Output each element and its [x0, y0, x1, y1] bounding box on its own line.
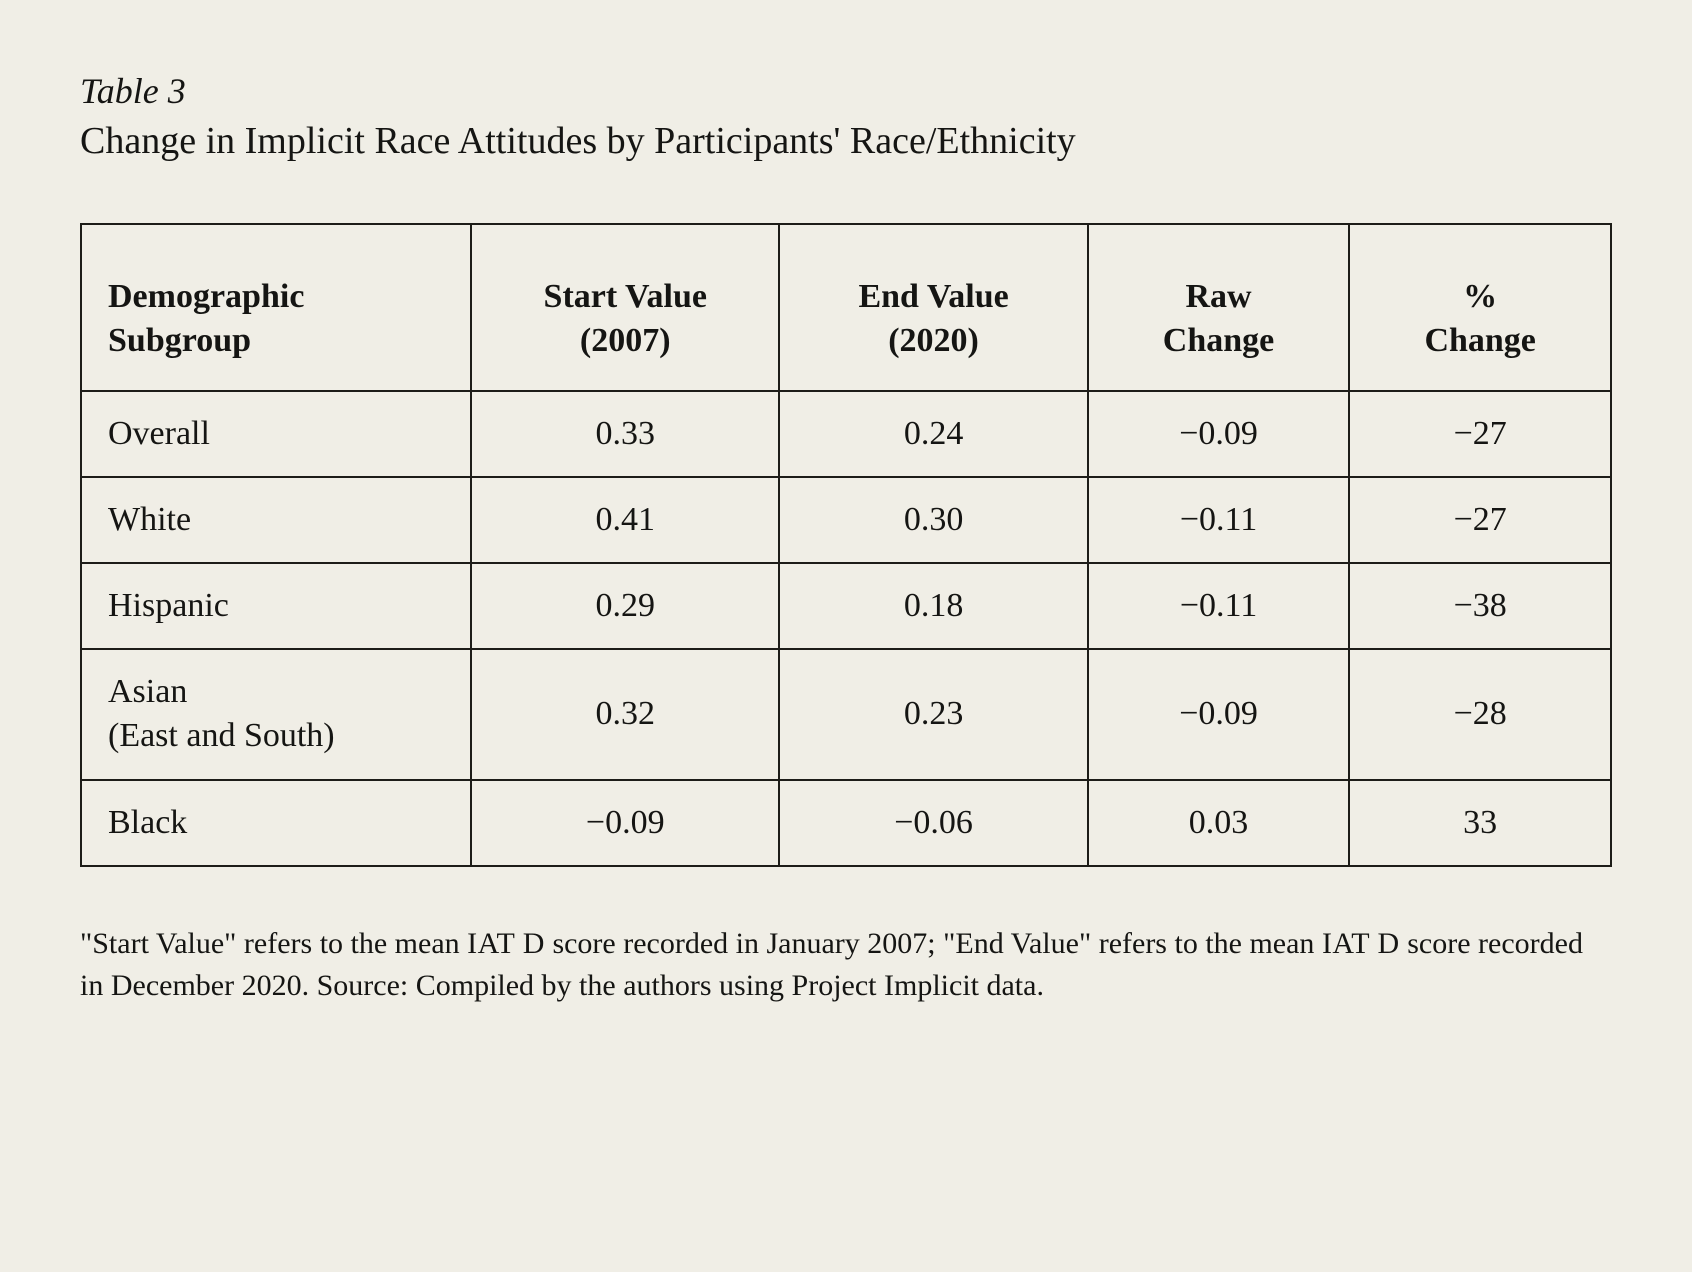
table-title: Change in Implicit Race Attitudes by Par… — [80, 116, 1612, 167]
table-footnote: "Start Value" refers to the mean IAT D s… — [80, 923, 1600, 1007]
data-table: Demographic Subgroup Start Value (2007) … — [80, 223, 1612, 867]
cell-start: 0.32 — [471, 649, 779, 779]
footnote-smallcaps: IAT D — [467, 927, 545, 960]
col-header-raw: Raw Change — [1088, 224, 1350, 390]
cell-end: 0.24 — [779, 391, 1087, 477]
col-header-text: (2020) — [888, 322, 979, 359]
cell-raw: −0.09 — [1088, 391, 1350, 477]
footnote-text: "Start Value" refers to the mean — [80, 927, 467, 960]
cell-text: Black — [108, 804, 187, 841]
table-row: Hispanic 0.290.18−0.11−38 — [81, 563, 1611, 649]
col-header-text: Subgroup — [108, 322, 251, 359]
cell-pct: −27 — [1349, 477, 1611, 563]
col-header-text: Demographic — [108, 278, 304, 315]
footnote-smallcaps: IAT D — [1322, 927, 1400, 960]
cell-text: (East and South) — [108, 717, 335, 754]
col-header-text: Change — [1424, 322, 1535, 359]
cell-subgroup: White — [81, 477, 471, 563]
footnote-text: score recorded in January 2007; "End Val… — [545, 927, 1322, 960]
cell-start: −0.09 — [471, 780, 779, 866]
page-container: Table 3 Change in Implicit Race Attitude… — [0, 0, 1692, 1067]
col-header-subgroup: Demographic Subgroup — [81, 224, 471, 390]
cell-text: Overall — [108, 415, 210, 452]
cell-raw: −0.09 — [1088, 649, 1350, 779]
table-body: Overall0.330.24−0.09−27White0.410.30−0.1… — [81, 391, 1611, 866]
cell-pct: −28 — [1349, 649, 1611, 779]
table-header-row: Demographic Subgroup Start Value (2007) … — [81, 224, 1611, 390]
col-header-text: Change — [1163, 322, 1274, 359]
table-row: Overall 0.330.24−0.09−27 — [81, 391, 1611, 477]
cell-subgroup: Hispanic — [81, 563, 471, 649]
table-row: White 0.410.30−0.11−27 — [81, 477, 1611, 563]
cell-end: 0.23 — [779, 649, 1087, 779]
cell-raw: −0.11 — [1088, 563, 1350, 649]
cell-start: 0.33 — [471, 391, 779, 477]
col-header-pct: % Change — [1349, 224, 1611, 390]
cell-pct: 33 — [1349, 780, 1611, 866]
cell-end: 0.30 — [779, 477, 1087, 563]
cell-text: Asian — [108, 673, 187, 710]
cell-start: 0.41 — [471, 477, 779, 563]
cell-end: 0.18 — [779, 563, 1087, 649]
col-header-start: Start Value (2007) — [471, 224, 779, 390]
cell-pct: −27 — [1349, 391, 1611, 477]
cell-subgroup: Black — [81, 780, 471, 866]
col-header-text: End Value — [858, 278, 1008, 315]
col-header-text: Raw — [1185, 278, 1251, 315]
cell-raw: −0.11 — [1088, 477, 1350, 563]
col-header-text: (2007) — [580, 322, 671, 359]
cell-start: 0.29 — [471, 563, 779, 649]
col-header-end: End Value (2020) — [779, 224, 1087, 390]
table-row: Asian (East and South) 0.320.23−0.09−28 — [81, 649, 1611, 779]
cell-text: Hispanic — [108, 587, 229, 624]
table-label: Table 3 — [80, 70, 1612, 112]
table-row: Black −0.09−0.060.0333 — [81, 780, 1611, 866]
cell-raw: 0.03 — [1088, 780, 1350, 866]
cell-subgroup: Asian (East and South) — [81, 649, 471, 779]
col-header-text: Start Value — [544, 278, 707, 315]
cell-text: White — [108, 501, 191, 538]
cell-pct: −38 — [1349, 563, 1611, 649]
cell-subgroup: Overall — [81, 391, 471, 477]
cell-end: −0.06 — [779, 780, 1087, 866]
col-header-text: % — [1463, 278, 1497, 315]
